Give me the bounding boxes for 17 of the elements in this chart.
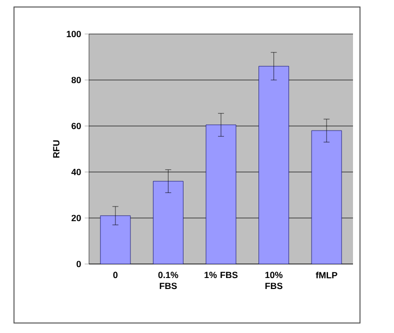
y-tick-label: 60 (72, 122, 81, 130)
y-tick-label: 20 (72, 214, 81, 222)
y-tick-label: 100 (66, 30, 81, 38)
x-tick-label: fMLP (316, 272, 338, 278)
bar (258, 66, 289, 264)
x-tick-label: 0.1% FBS (158, 272, 178, 290)
bar (100, 216, 131, 264)
x-tick-label: 10% FBS (265, 272, 283, 290)
x-tick-label: 1% FBS (204, 272, 238, 278)
y-tick-label: 80 (72, 76, 81, 84)
x-tick-label: 0 (113, 272, 118, 278)
y-axis-title: RFU (53, 140, 60, 158)
bar (311, 130, 342, 264)
bar (153, 181, 184, 264)
y-tick-label: 40 (71, 168, 81, 176)
bar (206, 124, 236, 264)
y-tick-label: 0 (76, 260, 81, 268)
